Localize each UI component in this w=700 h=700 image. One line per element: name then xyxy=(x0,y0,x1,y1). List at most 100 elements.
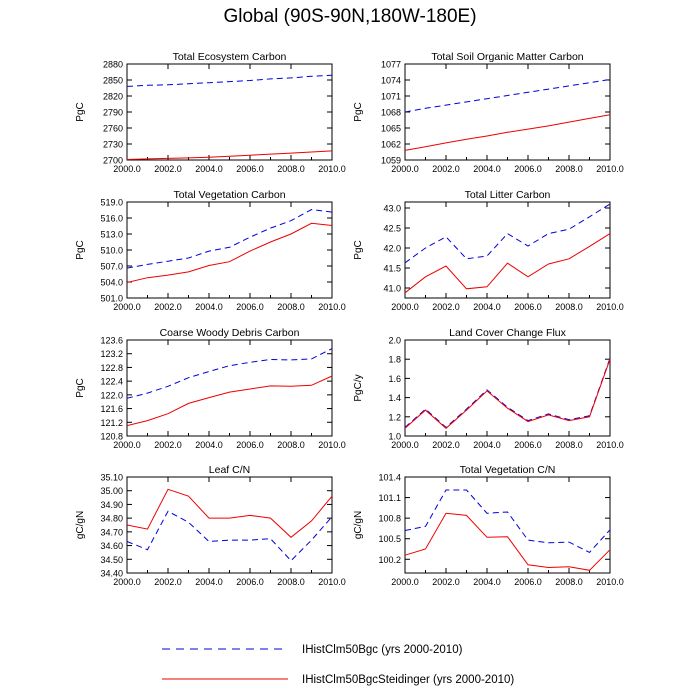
panel-4: Total Litter Carbon PgC 2000.0 2002.0 2004.0… xyxy=(353,189,624,312)
panel-4-xtick-label: 2006.0 xyxy=(514,302,542,312)
panel-5-ytick-label: 121.6 xyxy=(100,404,123,414)
panel-3-ytick-label: 507.0 xyxy=(100,262,123,272)
panel-2-xtick-label: 2010.0 xyxy=(596,164,624,174)
panel-8-xtick-label: 2000.0 xyxy=(391,577,419,587)
panel-7-series-bgc-line xyxy=(126,510,333,562)
panel-8-xtick-label: 2002.0 xyxy=(432,577,460,587)
panel-5-frame xyxy=(126,339,333,437)
panel-2-ytick-label: 1062 xyxy=(381,140,401,150)
panel-4-ylabel: PgC xyxy=(353,240,364,259)
panel-2-series-steidinger-line xyxy=(404,114,611,151)
panel-5-ytick-label: 122.8 xyxy=(100,363,123,373)
panel-4-ytick-label: 42.5 xyxy=(383,224,401,234)
panel-7-xtick-label: 2010.0 xyxy=(318,577,346,587)
panel-8-ylabel: gC/gN xyxy=(353,511,364,539)
panel-8-ytick-label: 101.1 xyxy=(378,493,401,503)
panel-4-title: Total Litter Carbon xyxy=(465,189,551,201)
panel-1-xtick-label: 2004.0 xyxy=(195,164,223,174)
panel-3-xtick-label: 2008.0 xyxy=(277,302,305,312)
panel-5-xtick-label: 2002.0 xyxy=(154,440,182,450)
panel-3-xtick-label: 2000.0 xyxy=(113,302,141,312)
panel-2-title: Total Soil Organic Matter Carbon xyxy=(431,51,583,63)
panel-5-ylabel: PgC xyxy=(75,378,86,397)
legend-entry: IHistClm50Bgc (yrs 2000-2010) xyxy=(162,644,463,656)
panel-4-xtick-label: 2002.0 xyxy=(432,302,460,312)
panel-6-xtick-label: 2006.0 xyxy=(514,440,542,450)
panel-2-xtick-label: 2002.0 xyxy=(432,164,460,174)
panel-8-xtick-label: 2010.0 xyxy=(596,577,624,587)
panel-8-series-steidinger-line xyxy=(404,512,611,571)
panel-5-series-bgc-line xyxy=(126,348,333,399)
panel-7-ytick-label: 34.60 xyxy=(100,541,123,551)
legend-entry: IHistClm50BgcSteidinger (yrs 2000-2010) xyxy=(162,674,514,686)
panel-4-ytick-label: 43.0 xyxy=(383,204,401,214)
panel-3-ytick-label: 519.0 xyxy=(100,198,123,208)
panel-3-ylabel: PgC xyxy=(75,240,86,259)
panel-5-xtick-label: 2000.0 xyxy=(113,440,141,450)
panel-5: Coarse Woody Debris Carbon PgC 2000.0 2002.… xyxy=(75,327,346,450)
panel-1-ytick-label: 2850 xyxy=(103,76,123,86)
panel-3-xtick-label: 2002.0 xyxy=(154,302,182,312)
panel-6-series-bgc-line xyxy=(404,358,611,429)
panel-6-xtick-label: 2002.0 xyxy=(432,440,460,450)
panel-5-ytick-label: 122.0 xyxy=(100,390,123,400)
panel-3-xtick-label: 2010.0 xyxy=(318,302,346,312)
panel-1-ytick-label: 2730 xyxy=(103,140,123,150)
panel-3-ytick-label: 504.0 xyxy=(100,278,123,288)
panel-6-xtick-label: 2008.0 xyxy=(555,440,583,450)
panel-3-ytick-label: 510.0 xyxy=(100,246,123,256)
panel-1-xtick-label: 2008.0 xyxy=(277,164,305,174)
panel-8-ytick-label: 100.8 xyxy=(378,514,401,524)
panel-6-title: Land Cover Change Flux xyxy=(449,327,566,339)
panel-3: Total Vegetation Carbon PgC 2000.0 2002.0 20… xyxy=(75,189,346,312)
panel-7-ytick-label: 34.50 xyxy=(100,555,123,565)
panel-5-ytick-label: 122.4 xyxy=(100,377,123,387)
panel-4-xtick-label: 2010.0 xyxy=(596,302,624,312)
panel-6-ytick-label: 1.6 xyxy=(388,374,401,384)
panel-2-frame xyxy=(404,63,611,161)
panel-2-xtick-label: 2000.0 xyxy=(391,164,419,174)
panel-6-frame xyxy=(404,339,611,437)
panel-2-xtick-label: 2008.0 xyxy=(555,164,583,174)
panel-8-ytick-label: 100.2 xyxy=(378,555,401,565)
panel-1-title: Total Ecosystem Carbon xyxy=(173,51,287,63)
legend-label: IHistClm50Bgc (yrs 2000-2010) xyxy=(302,644,463,656)
panel-7-xtick-label: 2006.0 xyxy=(236,577,264,587)
panel-4-frame xyxy=(404,201,611,299)
panel-8-frame xyxy=(404,476,611,574)
panel-7-xtick-label: 2002.0 xyxy=(154,577,182,587)
panel-1-xtick-label: 2002.0 xyxy=(154,164,182,174)
panel-1-ytick-label: 2760 xyxy=(103,124,123,134)
figure-title: Global (90S-90N,180W-180E) xyxy=(223,6,477,27)
panel-5-xtick-label: 2004.0 xyxy=(195,440,223,450)
panel-6-xtick-label: 2000.0 xyxy=(391,440,419,450)
panel-7-ytick-label: 34.40 xyxy=(100,569,123,579)
panel-2-ytick-label: 1065 xyxy=(381,124,401,134)
panel-6-ytick-label: 1.2 xyxy=(388,412,401,422)
panel-7-xtick-label: 2000.0 xyxy=(113,577,141,587)
panel-3-ytick-label: 501.0 xyxy=(100,294,123,304)
panel-7-title: Leaf C/N xyxy=(209,464,250,476)
panel-7-ytick-label: 34.70 xyxy=(100,527,123,537)
panel-2-ytick-label: 1071 xyxy=(381,92,401,102)
panel-6-series-steidinger-line xyxy=(404,359,611,429)
panel-6-ytick-label: 1.8 xyxy=(388,355,401,365)
panel-3-xtick-label: 2004.0 xyxy=(195,302,223,312)
panel-6-xtick-label: 2004.0 xyxy=(473,440,501,450)
panel-3-ytick-label: 516.0 xyxy=(100,214,123,224)
panel-3-frame xyxy=(126,201,333,299)
panel-7-frame xyxy=(126,476,333,574)
panel-3-title: Total Vegetation Carbon xyxy=(173,189,285,201)
panel-2-xtick-label: 2004.0 xyxy=(473,164,501,174)
panel-1-xtick-label: 2000.0 xyxy=(113,164,141,174)
panel-4-xtick-label: 2004.0 xyxy=(473,302,501,312)
panel-1-ytick-label: 2790 xyxy=(103,108,123,118)
panel-8-title: Total Vegetation C/N xyxy=(460,464,556,476)
panel-4-xtick-label: 2008.0 xyxy=(555,302,583,312)
panel-6-ytick-label: 1.0 xyxy=(388,432,401,442)
panel-4-series-bgc-line xyxy=(404,203,611,264)
panel-1-frame xyxy=(126,63,333,161)
panel-4-ytick-label: 42.0 xyxy=(383,244,401,254)
panel-8: Total Vegetation C/N gC/gN 2000.0 2002.0 200… xyxy=(353,464,624,587)
